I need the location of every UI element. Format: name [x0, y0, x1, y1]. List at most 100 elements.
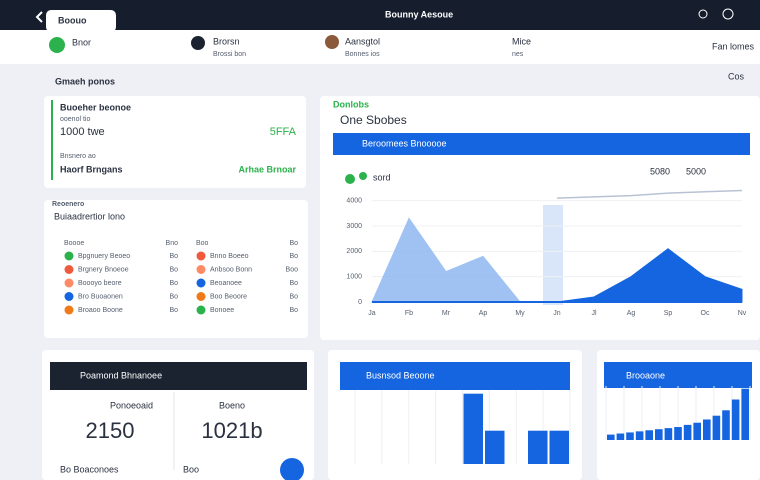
x-tick-label: My: [515, 310, 525, 317]
nav-sub: Brossi bon: [213, 51, 246, 58]
bar: [741, 388, 749, 440]
kpi-footer: Boo: [183, 464, 199, 474]
accent: [51, 100, 53, 180]
bar: [683, 424, 692, 440]
row-dot: [196, 278, 206, 288]
row-label: Beoanoee: [210, 280, 242, 287]
bar: [645, 430, 653, 440]
fab[interactable]: [280, 458, 304, 480]
row-value: Bo: [169, 293, 178, 300]
app-title: Bounny Aesoue: [385, 9, 453, 19]
bar: [731, 399, 740, 440]
line-label: 5080: [650, 166, 670, 176]
kpi-label: Boeno: [219, 400, 245, 410]
section-title: Gmaeh ponos: [55, 76, 115, 86]
chart-header: [333, 133, 750, 155]
nav-item[interactable]: Mice: [512, 36, 531, 46]
section-action[interactable]: Cos: [728, 71, 745, 81]
kpi-label: Ponoeoaid: [110, 400, 153, 410]
row-value: Boo: [286, 266, 299, 273]
row-dot: [196, 265, 206, 274]
list-header: Boo: [196, 240, 209, 247]
y-tick-label: 0: [358, 299, 362, 306]
row-value: Bo: [289, 307, 298, 314]
bar: [607, 434, 615, 440]
nav-item[interactable]: Brorsn: [213, 36, 240, 46]
row-label: Bpgnuery Beoeo: [78, 253, 130, 260]
x-tick-label: Jl: [591, 310, 597, 317]
x-tick-label: Oc: [701, 310, 710, 317]
row-label: Bro Buoaonen: [78, 293, 123, 300]
nav-item[interactable]: Fan lomes: [712, 41, 755, 51]
icon[interactable]: [722, 8, 734, 20]
x-tick-label: Fb: [405, 310, 413, 317]
x-tick-label: Mr: [442, 310, 451, 317]
bar: [703, 419, 711, 440]
kpi-footer: Bo Boaconoes: [60, 464, 119, 474]
row-value: Bo: [169, 280, 178, 287]
card: [44, 96, 306, 188]
bar: [655, 429, 663, 440]
status: Arhae Brnoar: [238, 164, 296, 174]
avatar: [325, 35, 339, 49]
row-dot: [196, 251, 206, 261]
list-header: Bno: [166, 240, 179, 247]
row-label: Bnno Boeeo: [210, 253, 249, 260]
legend-dot: [359, 172, 367, 180]
row-label: Bonoee: [210, 307, 234, 314]
row-dot: [64, 305, 74, 315]
card-header-text: Busnsod Beoone: [366, 370, 435, 380]
card: [44, 200, 308, 338]
card-value: 1000 twe: [60, 126, 105, 138]
kpi-value: 1021b: [201, 418, 262, 443]
kpi-value: 2150: [86, 418, 135, 443]
y-tick-label: 2000: [346, 248, 362, 255]
bar: [635, 431, 644, 440]
nav-icon: [191, 36, 205, 50]
nav-item[interactable]: Aansgtol: [345, 36, 380, 46]
row-label: Boo Beoore: [210, 293, 247, 300]
row-value: Bo: [169, 253, 178, 260]
row-label: Anbsoo Bonn: [210, 266, 252, 273]
x-tick-label: Sp: [664, 310, 673, 317]
card-text: Bnsnero ao: [60, 153, 96, 160]
card-header: [50, 362, 307, 390]
line-label: 5000: [686, 166, 706, 176]
list-header: Boooe: [64, 240, 84, 247]
y-tick-label: 1000: [346, 274, 362, 281]
bar: [528, 430, 548, 464]
list-header: Bo: [289, 240, 298, 247]
chart-header-text: Beroomees Bnooooe: [362, 138, 447, 148]
list: Boooe Bno Bpgnuery Beoeo Bo Brgnery Bnoeoe Bo…: [64, 240, 298, 315]
bar: [674, 427, 682, 440]
row-dot: [64, 265, 74, 274]
tab[interactable]: [46, 10, 116, 32]
card-subtitle: Buiaadrertior lono: [54, 211, 125, 221]
main-chart: 0 1000 2000 3000 4000 Ja Fb Mr Ap My Jn Jl Ag Sp Oc Nv: [346, 189, 747, 317]
card-value: Haorf Brngans: [60, 164, 123, 174]
card-title: Buoeher beonoe: [60, 102, 131, 112]
bar: [463, 393, 483, 464]
nav-item[interactable]: Bnor: [72, 37, 91, 47]
bar: [549, 430, 569, 464]
y-tick-label: 3000: [346, 223, 362, 230]
bar: [722, 410, 730, 440]
row-dot: [196, 292, 206, 301]
card-header-text: Poamond Bhnanoee: [80, 370, 162, 380]
row-label: Boooyo beore: [78, 280, 122, 287]
x-tick-label: Nv: [738, 310, 747, 317]
card-text: ooenol tio: [60, 116, 90, 123]
bar-chart: [354, 390, 571, 464]
bar-chart: [605, 386, 751, 440]
tab-label: Boouo: [58, 15, 87, 25]
row-dot: [196, 305, 206, 315]
bar: [485, 430, 505, 464]
area: [556, 248, 743, 303]
chart-title: One Sbobes: [340, 113, 407, 127]
icon[interactable]: [698, 9, 708, 19]
highlight: [543, 205, 563, 305]
card: [320, 96, 760, 340]
back-icon[interactable]: [35, 11, 43, 23]
kicker: Donlobs: [333, 99, 369, 109]
row-label: Brgnery Bnoeoe: [78, 266, 129, 273]
